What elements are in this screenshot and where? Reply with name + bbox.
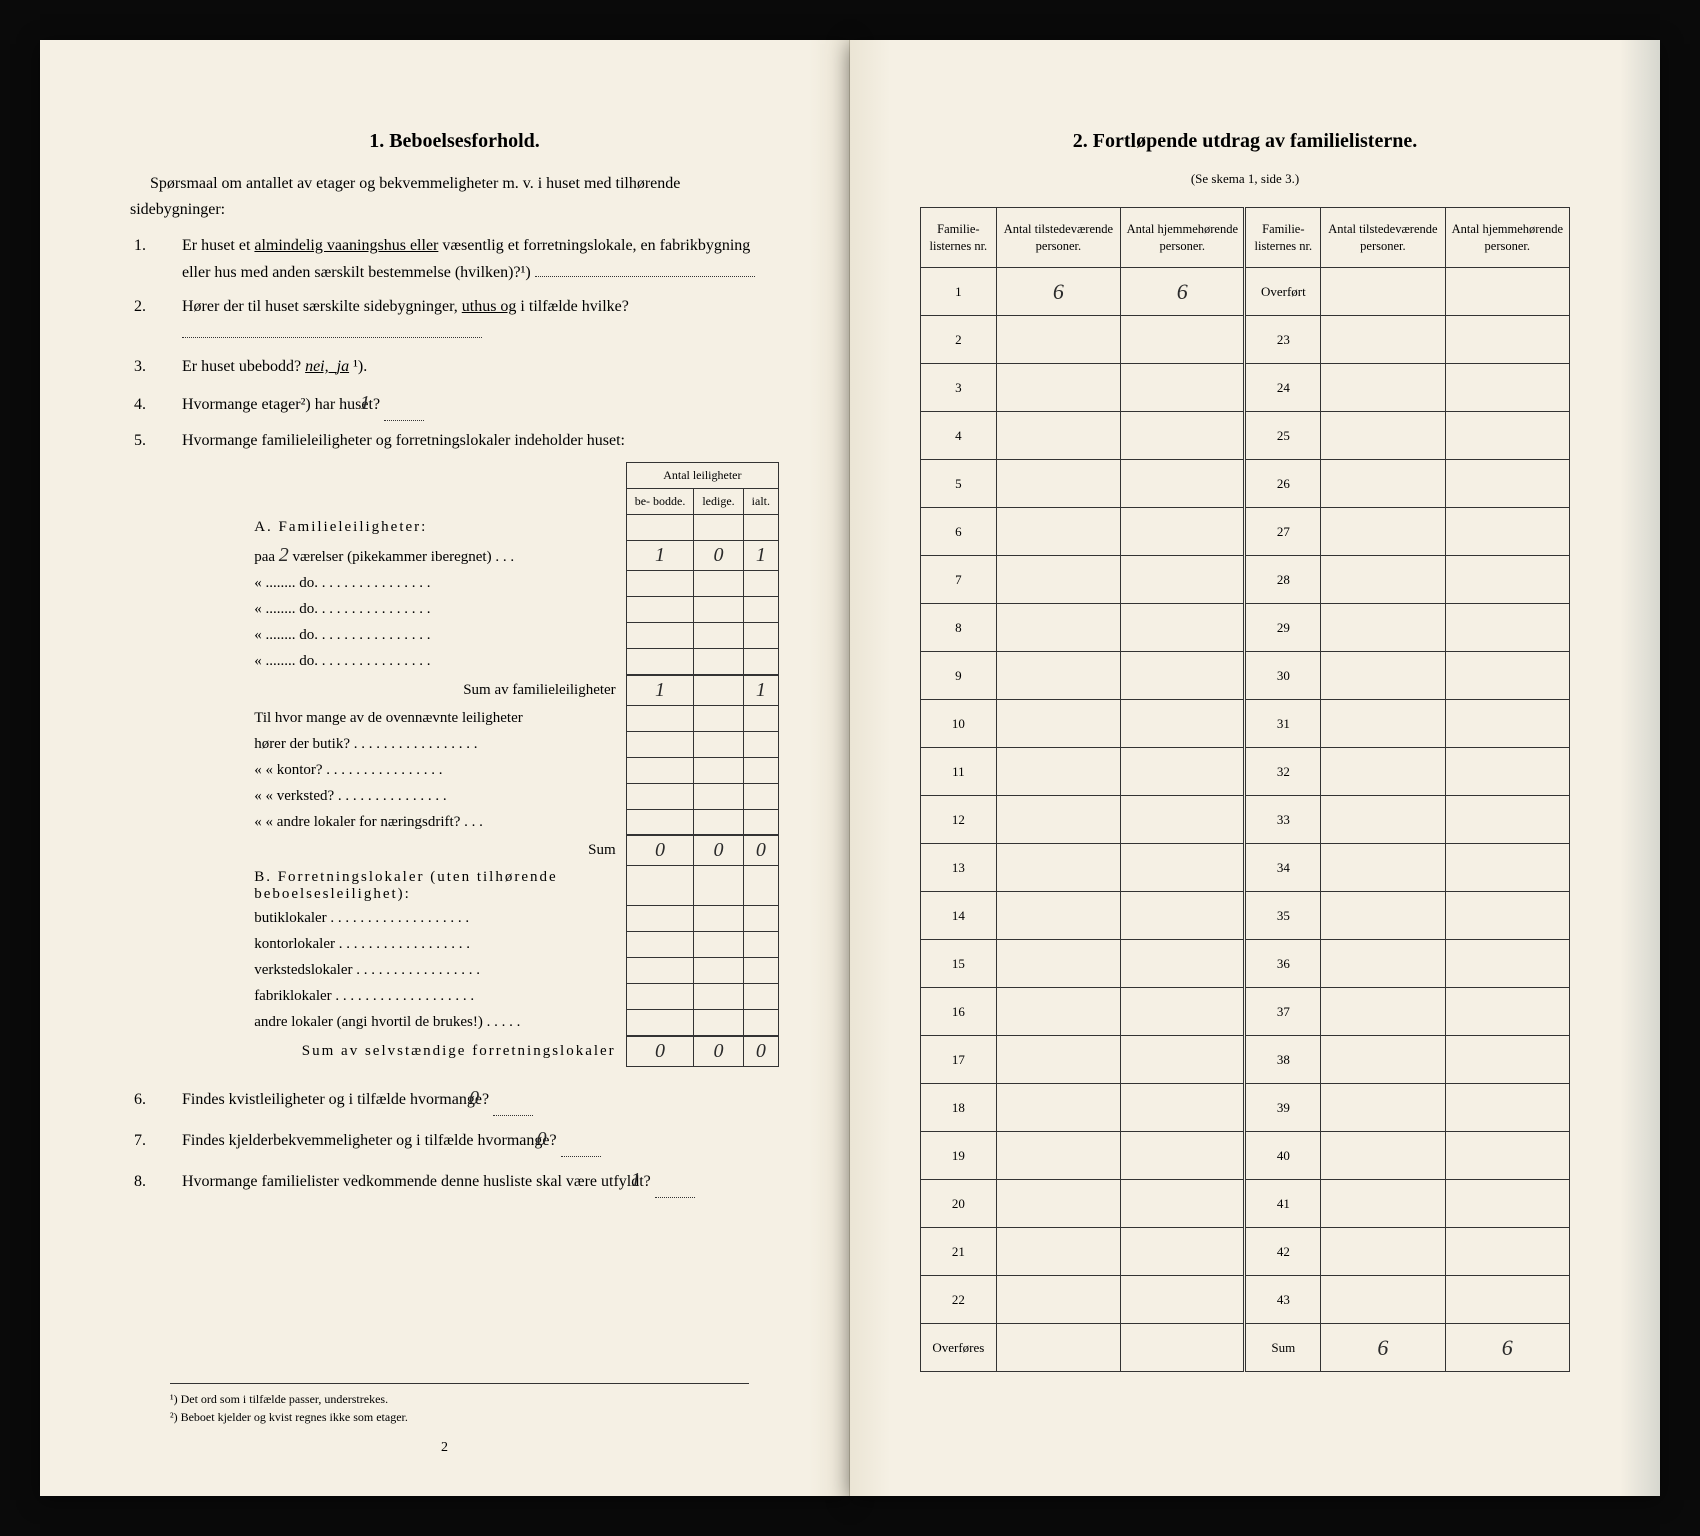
table-row: 11 32: [921, 748, 1570, 796]
table-row: 6 27: [921, 508, 1570, 556]
fh1: Antal tilstedeværende personer.: [996, 208, 1120, 268]
q6: 6. Findes kvistleiligheter og i tilfælde…: [158, 1081, 779, 1116]
table-row: 18 39: [921, 1084, 1570, 1132]
table-row: 7 28: [921, 556, 1570, 604]
questions-6-8: 6. Findes kvistleiligheter og i tilfælde…: [130, 1081, 779, 1198]
table-row: 3 24: [921, 364, 1570, 412]
q4: 4. Hvormange etager²) har huset? 1: [158, 386, 779, 421]
question-list: 1. Er huset et almindelig vaaningshus el…: [130, 232, 779, 454]
sectA-row: « ........ do. . . . . . . . . . . . . .…: [246, 571, 626, 597]
q8: 8. Hvormange familielister vedkommende d…: [158, 1163, 779, 1198]
fh5: Antal hjemmehørende personer.: [1445, 208, 1569, 268]
mini-header-group: Antal leiligheter: [626, 463, 778, 489]
page-number: 2: [441, 1440, 448, 1456]
right-page: 2. Fortløpende utdrag av familielisterne…: [850, 40, 1660, 1496]
table-row: Overføres Sum 6 6: [921, 1324, 1570, 1372]
right-title: 2. Fortløpende utdrag av familielisterne…: [920, 130, 1570, 153]
footnotes: ¹) Det ord som i tilfælde passer, unders…: [170, 1383, 749, 1426]
mini-h1: ledige.: [694, 489, 743, 515]
table-row: 10 31: [921, 700, 1570, 748]
table-row: 15 36: [921, 940, 1570, 988]
table-row: 2 23: [921, 316, 1570, 364]
book-spread: 1. Beboelsesforhold. Spørsmaal om antall…: [40, 40, 1660, 1496]
table-row: 8 29: [921, 604, 1570, 652]
leiligheter-table: Antal leiligheter be- bodde. ledige. ial…: [246, 462, 779, 1067]
family-table: Familie- listernes nr. Antal tilstedevær…: [920, 207, 1570, 1372]
table-row: 14 35: [921, 892, 1570, 940]
table-row: 1 6 6 Overført: [921, 268, 1570, 316]
left-page: 1. Beboelsesforhold. Spørsmaal om antall…: [40, 40, 850, 1496]
table-row: 12 33: [921, 796, 1570, 844]
intro-text: Spørsmaal om antallet av etager og bekve…: [130, 171, 779, 222]
table-row: 17 38: [921, 1036, 1570, 1084]
sectA-row: paa 2 værelser (pikekammer iberegnet) . …: [246, 541, 626, 571]
mini-h0: be- bodde.: [626, 489, 694, 515]
q7: 7. Findes kjelderbekvemmeligheter og i t…: [158, 1122, 779, 1157]
fh4: Antal tilstedeværende personer.: [1321, 208, 1445, 268]
q1: 1. Er huset et almindelig vaaningshus el…: [158, 232, 779, 286]
right-subtitle: (Se skema 1, side 3.): [920, 171, 1570, 187]
q2: 2. Hører der til huset særskilte sidebyg…: [158, 293, 779, 347]
fh0: Familie- listernes nr.: [921, 208, 997, 268]
fh2: Antal hjemmehørende personer.: [1121, 208, 1245, 268]
table-row: 20 41: [921, 1180, 1570, 1228]
q3: 3. Er huset ubebodd? nei, ja ¹).: [158, 353, 779, 380]
table-row: 19 40: [921, 1132, 1570, 1180]
footnote-2: ²) Beboet kjelder og kvist regnes ikke s…: [170, 1408, 749, 1426]
table-row: 13 34: [921, 844, 1570, 892]
footnote-1: ¹) Det ord som i tilfælde passer, unders…: [170, 1390, 749, 1408]
table-row: 21 42: [921, 1228, 1570, 1276]
fh3: Familie- listernes nr.: [1245, 208, 1321, 268]
sectA-row: « ........ do. . . . . . . . . . . . . .…: [246, 597, 626, 623]
table-row: 5 26: [921, 460, 1570, 508]
q5: 5. Hvormange familieleiligheter og forre…: [158, 427, 779, 454]
table-row: 22 43: [921, 1276, 1570, 1324]
sectA-row: « ........ do. . . . . . . . . . . . . .…: [246, 649, 626, 675]
left-title: 1. Beboelsesforhold.: [130, 130, 779, 153]
mini-h2: ialt.: [743, 489, 778, 515]
sectA-row: « ........ do. . . . . . . . . . . . . .…: [246, 623, 626, 649]
table-row: 4 25: [921, 412, 1570, 460]
table-row: 16 37: [921, 988, 1570, 1036]
table-row: 9 30: [921, 652, 1570, 700]
